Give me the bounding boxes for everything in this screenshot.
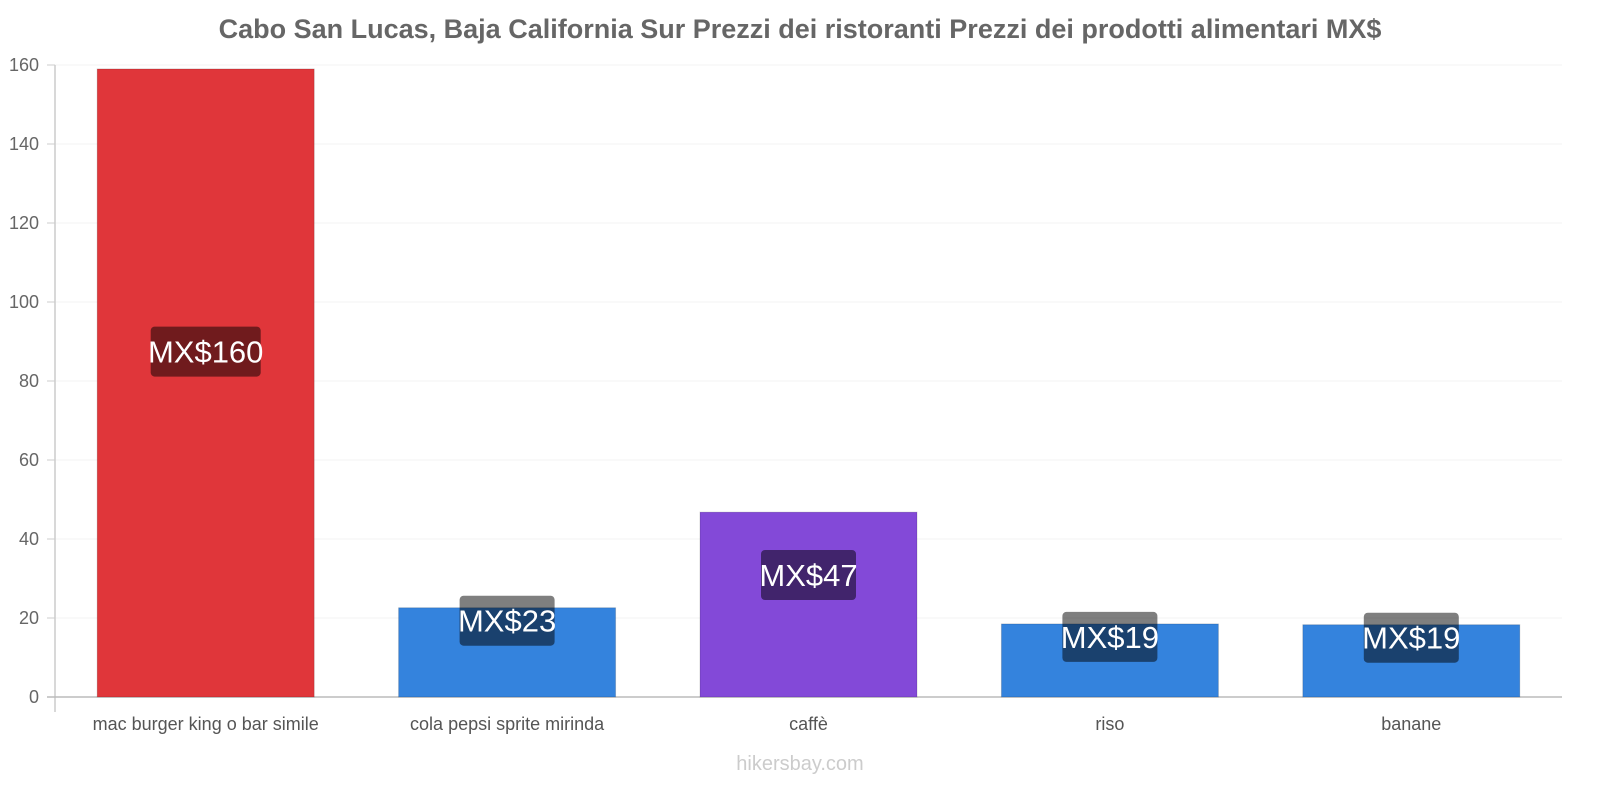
y-tick-label: 160 (9, 55, 39, 75)
chart-title: Cabo San Lucas, Baja California Sur Prez… (218, 14, 1382, 44)
bar (699, 511, 918, 698)
data-label-box (1363, 612, 1459, 663)
y-tick-label: 0 (29, 687, 39, 707)
y-tick-label: 40 (19, 529, 39, 549)
data-label-box (150, 326, 261, 377)
bar (96, 68, 315, 698)
y-tick-label: 20 (19, 608, 39, 628)
y-tick-label: 60 (19, 450, 39, 470)
x-tick-label: mac burger king o bar simile (93, 714, 319, 734)
data-label: MX$19 (1061, 620, 1159, 655)
data-label-box (459, 595, 555, 646)
data-label-box (1062, 611, 1158, 662)
data-label: MX$19 (1362, 621, 1460, 656)
y-tick-label: 120 (9, 213, 39, 233)
x-tick-label: riso (1095, 714, 1124, 734)
x-tick-label: caffè (789, 714, 828, 734)
data-label: MX$23 (458, 604, 556, 639)
y-tick-label: 100 (9, 292, 39, 312)
data-label: MX$47 (759, 558, 857, 593)
x-tick-label: cola pepsi sprite mirinda (410, 714, 605, 734)
data-label: MX$160 (148, 335, 263, 370)
footer-watermark: hikersbay.com (736, 753, 864, 775)
data-label-box (761, 549, 856, 600)
y-tick-label: 80 (19, 371, 39, 391)
y-tick-label: 140 (9, 134, 39, 154)
x-tick-label: banane (1381, 714, 1441, 734)
